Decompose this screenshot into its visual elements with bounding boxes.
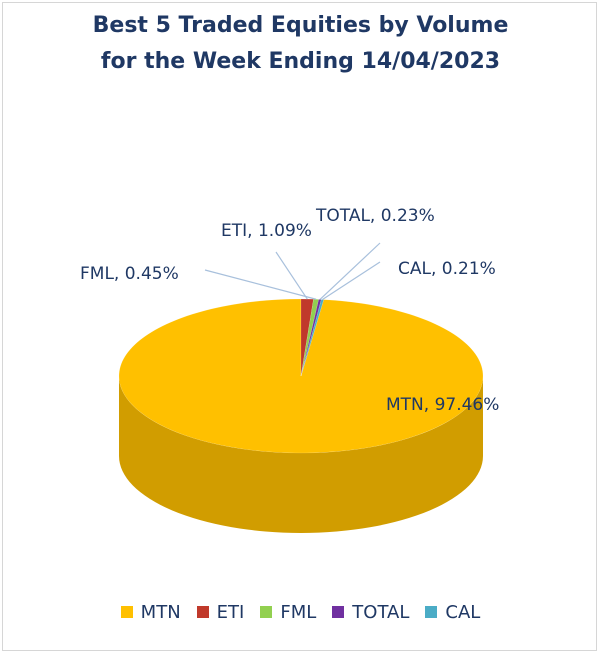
leader-line-cal — [322, 261, 381, 301]
legend-label-mtn: MTN — [140, 601, 181, 623]
legend-item-cal: CAL — [425, 602, 480, 623]
legend-label-fml: FML — [280, 601, 317, 623]
pie-slice-cal — [300, 299, 325, 377]
legend-swatch-eti — [196, 606, 209, 618]
legend-item-mtn: MTN — [120, 601, 181, 623]
chart-legend: MTN ETI FML TOTAL CAL — [0, 597, 601, 627]
legend-item-total: TOTAL — [332, 602, 409, 623]
pie-side-mtn — [119, 376, 483, 533]
legend-swatch-mtn — [120, 606, 133, 618]
legend-swatch-total — [332, 606, 345, 618]
data-label-total: TOTAL, 0.23% — [315, 206, 435, 226]
legend-label-cal: CAL — [445, 601, 481, 623]
chart-title-line-2: for the Week Ending 14/04/2023 — [100, 49, 501, 74]
legend-label-eti: ETI — [216, 601, 245, 623]
data-label-fml: FML, 0.45% — [80, 264, 179, 284]
pie-top — [118, 298, 484, 454]
data-label-eti: ETI, 1.09% — [221, 221, 312, 241]
pie-sides — [119, 376, 483, 533]
data-label-mtn: MTN, 97.46% — [386, 395, 499, 415]
data-labels: MTN, 97.46% ETI, 1.09% FML, 0.45% TOTAL, 0.… — [80, 206, 499, 415]
legend-swatch-cal — [425, 606, 438, 618]
legend-item-fml: FML — [260, 602, 316, 623]
leader-line-eti — [275, 251, 308, 300]
legend-item-eti: ETI — [196, 601, 245, 623]
legend-label-total: TOTAL — [352, 601, 410, 623]
pie-slice-mtn — [118, 298, 484, 454]
legend-swatch-fml — [260, 606, 273, 618]
data-label-cal: CAL, 0.21% — [398, 259, 496, 279]
leader-line-fml — [204, 269, 317, 300]
leader-line-total — [319, 242, 381, 300]
chart-title-line-1: Best 5 Traded Equities by Volume — [92, 13, 509, 38]
